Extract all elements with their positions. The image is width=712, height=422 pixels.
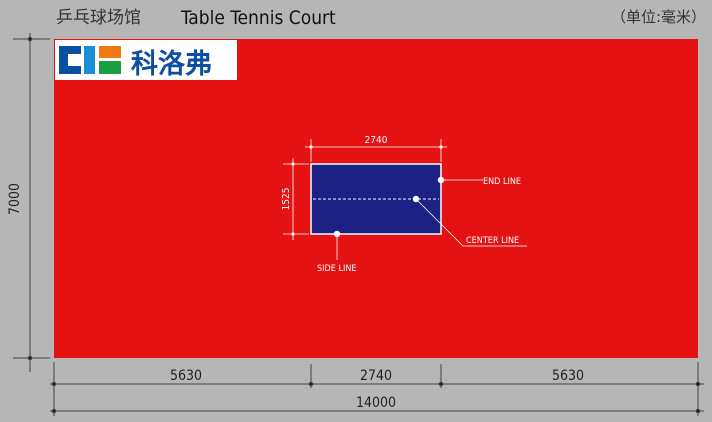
- end-line-label: END LINE: [483, 177, 521, 187]
- court-width-label: 14000: [356, 395, 396, 411]
- logo: 科洛弗: [55, 40, 237, 80]
- table-width-label: 2740: [365, 135, 388, 146]
- title-cn: 乒乓球场馆: [56, 8, 141, 28]
- center-line-label: CENTER LINE: [466, 236, 519, 246]
- height-dimension: [13, 33, 50, 372]
- dimension-points: [291, 145, 443, 236]
- logo-mark-c: [59, 46, 81, 74]
- unit-label: （单位:毫米）: [611, 8, 706, 26]
- title-en: Table Tennis Court: [180, 7, 336, 29]
- logo-mark-i: [84, 46, 95, 74]
- center-line-marker: [412, 195, 420, 203]
- logo-mark-orange: [99, 46, 121, 58]
- logo-mark-green: [99, 61, 121, 74]
- table-height-label: 1525: [281, 188, 292, 211]
- segment-middle-label: 2740: [360, 368, 392, 384]
- side-line-label: SIDE LINE: [317, 264, 357, 274]
- court-height-label: 7000: [7, 183, 23, 215]
- logo-text: 科洛弗: [131, 49, 212, 80]
- segment-left-label: 5630: [170, 368, 202, 384]
- width-dimensions: [50, 362, 704, 416]
- side-line-marker: [333, 230, 341, 238]
- segment-right-label: 5630: [552, 368, 584, 384]
- table-dimensions: [283, 139, 527, 260]
- end-line-marker: [437, 176, 445, 184]
